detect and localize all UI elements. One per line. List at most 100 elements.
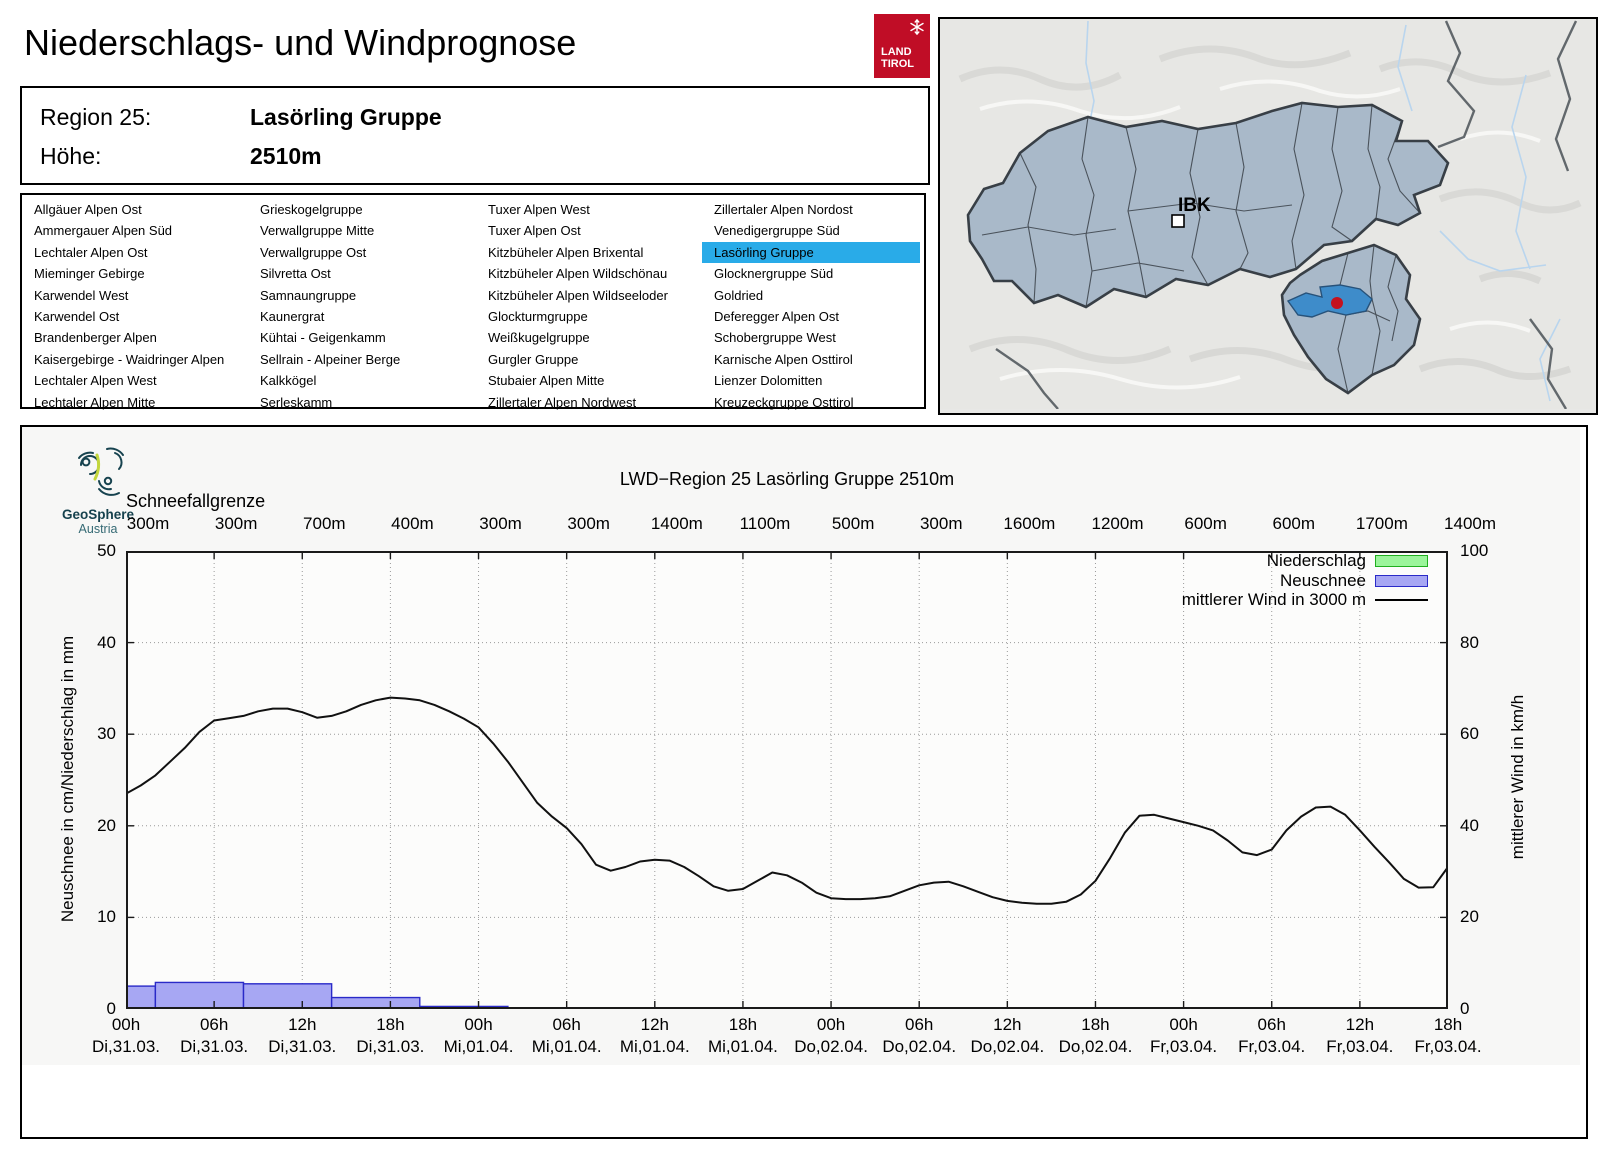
region-item[interactable]: Sellrain - Alpeiner Berge	[260, 351, 401, 367]
legend-swatch	[1375, 599, 1428, 601]
region-item[interactable]: Stubaier Alpen Mitte	[488, 373, 605, 389]
legend-swatch	[1375, 555, 1428, 567]
ibk-label: IBK	[1178, 195, 1211, 216]
region-header-box: Region 25: Lasörling Gruppe Höhe: 2510m	[20, 86, 930, 185]
region-item[interactable]: Kalkkögel	[260, 373, 317, 389]
region-item[interactable]: Kreuzeckgruppe Osttirol	[714, 394, 854, 410]
region-item[interactable]: Allgäuer Alpen Ost	[34, 202, 142, 217]
x-tick-hour: 00h	[464, 1015, 493, 1034]
region-item[interactable]: Verwallgruppe Ost	[260, 244, 367, 260]
x-tick-hour: 00h	[816, 1015, 846, 1034]
terrain-texture	[958, 45, 1582, 381]
snowline-value: 1600m	[1003, 514, 1056, 533]
map-selected-region[interactable]	[1286, 284, 1373, 318]
y-axis-label-right: mittlerer Wind in km/h	[1508, 694, 1527, 860]
region-item[interactable]: Karwendel West	[34, 287, 129, 303]
region-item[interactable]: Kaisergebirge - Waidringer Alpen	[34, 351, 225, 367]
x-tick-hour: 00h	[111, 1015, 141, 1034]
land-tirol-logo-line1: LAND	[881, 46, 912, 58]
region-item[interactable]: Samnaungruppe	[260, 287, 357, 303]
region-item[interactable]: Ammergauer Alpen Süd	[34, 223, 173, 239]
region-item[interactable]: Lechtaler Alpen Mitte	[34, 394, 156, 410]
x-tick-day: Di,31.03.	[91, 1037, 161, 1056]
region-item-selected[interactable]: Lasörling Gruppe	[702, 241, 920, 264]
neuschnee-bar	[154, 981, 245, 1009]
snowline-value: 700m	[303, 514, 346, 533]
region-item[interactable]: Kitzbüheler Alpen Brixental	[488, 244, 644, 260]
y-tick-left: 10	[97, 907, 116, 927]
region-item[interactable]: Lechtaler Alpen Ost	[34, 244, 148, 260]
region-item[interactable]: Tuxer Alpen Ost	[488, 223, 581, 239]
region-item[interactable]: Schobergruppe West	[714, 330, 836, 346]
neuschnee-bar	[330, 996, 421, 1009]
region-item[interactable]: Kitzbüheler Alpen Wildschönau	[488, 266, 668, 282]
region-item[interactable]: Zillertaler Alpen Nordwest	[488, 394, 637, 410]
x-tick-hour: 06h	[199, 1015, 229, 1034]
y-tick-left: 40	[97, 632, 116, 652]
region-item[interactable]: Venedigergruppe Süd	[714, 223, 840, 239]
region-item[interactable]: Deferegger Alpen Ost	[714, 308, 840, 324]
legend-label: Neuschnee	[1279, 570, 1366, 590]
plot-svg	[125, 551, 1449, 1009]
x-tick-day: Fr,03.04.	[1414, 1037, 1482, 1056]
land-tirol-logo: LAND TIROL	[874, 14, 930, 78]
region-item[interactable]: Lienzer Dolomitten	[714, 373, 823, 389]
x-tick-hour: 18h	[376, 1015, 405, 1034]
region-item[interactable]: Silvretta Ost	[260, 266, 331, 282]
region-item[interactable]: Lechtaler Alpen West	[34, 373, 157, 389]
x-tick-day: Di,31.03.	[268, 1037, 337, 1056]
x-tick-day: Fr,03.04.	[1326, 1037, 1394, 1056]
region-item[interactable]: Karwendel Ost	[34, 308, 120, 324]
legend-row: Neuschnee	[1279, 570, 1428, 590]
x-tick-day: Fr,03.04.	[1150, 1037, 1218, 1056]
x-tick-day: Mi,01.04.	[531, 1037, 602, 1056]
region-item[interactable]: Kitzbüheler Alpen Wildseeloder	[488, 287, 668, 303]
y-tick-left: 20	[97, 815, 116, 835]
region-item[interactable]: Grieskogelgruppe	[260, 202, 363, 217]
x-tick-hour: 18h	[728, 1015, 758, 1034]
x-tick-hour: 06h	[1257, 1015, 1286, 1034]
x-tick-day: Do,02.04.	[794, 1037, 868, 1056]
x-tick-day: Di,31.03.	[356, 1037, 425, 1056]
x-tick-hour: 00h	[1169, 1015, 1198, 1034]
y-tick-right: 0	[1460, 999, 1470, 1018]
snowline-value: 1400m	[650, 514, 703, 533]
snowline-value: 400m	[391, 514, 434, 533]
region-item[interactable]: Zillertaler Alpen Nordost	[714, 202, 853, 217]
x-tick-hour: 12h	[288, 1015, 317, 1034]
y-axis-label-left: Neuschnee in cm/Niederschlag in mm	[58, 635, 77, 923]
snowline-value: 600m	[1184, 514, 1227, 533]
region-item[interactable]: Tuxer Alpen West	[488, 202, 590, 217]
region-item[interactable]: Karnische Alpen Osttirol	[714, 351, 853, 367]
x-tick-hour: 12h	[993, 1015, 1022, 1034]
region-item[interactable]: Gurgler Gruppe	[488, 351, 579, 367]
region-item[interactable]: Glockturmgruppe	[488, 308, 588, 324]
region-item[interactable]: Verwallgruppe Mitte	[260, 223, 375, 239]
region-item[interactable]: Weißkugelgruppe	[488, 330, 590, 346]
altitude-value: 2510m	[250, 143, 322, 169]
region-item[interactable]: Kaunergrat	[260, 308, 325, 324]
region-item[interactable]: Glocknergruppe Süd	[714, 266, 834, 282]
region-value: Lasörling Gruppe	[250, 104, 442, 130]
x-tick-hour: 18h	[1081, 1015, 1110, 1034]
snowline-value: 1400m	[1444, 514, 1497, 533]
region-item[interactable]: Serleskamm	[260, 394, 333, 410]
region-item[interactable]: Goldried	[714, 287, 764, 303]
y-tick-right: 20	[1460, 907, 1479, 927]
y-tick-left: 30	[97, 724, 116, 744]
tirol-map: IBK	[938, 17, 1598, 415]
x-tick-hour: 12h	[640, 1015, 669, 1034]
plot-area	[125, 551, 1449, 1009]
region-item[interactable]: Kühtai - Geigenkamm	[260, 330, 386, 346]
snowline-value: 300m	[479, 514, 522, 533]
legend-swatch	[1375, 574, 1428, 587]
region-item[interactable]: Mieminger Gebirge	[34, 266, 145, 282]
legend-label: mittlerer Wind in 3000 m	[1181, 590, 1366, 609]
y-tick-right: 80	[1460, 632, 1479, 652]
forecast-chart-box: GeoSphere Austria LWD−Region 25 Lasörlin…	[20, 425, 1588, 1139]
y-tick-right: 60	[1460, 724, 1479, 744]
geosphere-name: GeoSphere	[61, 507, 135, 522]
region-list-column: Grieskogelgruppe Verwallgruppe Mitte Verwa…	[248, 199, 476, 410]
region-item[interactable]: Brandenberger Alpen	[34, 330, 157, 346]
snowline-value: 1100m	[739, 514, 791, 533]
